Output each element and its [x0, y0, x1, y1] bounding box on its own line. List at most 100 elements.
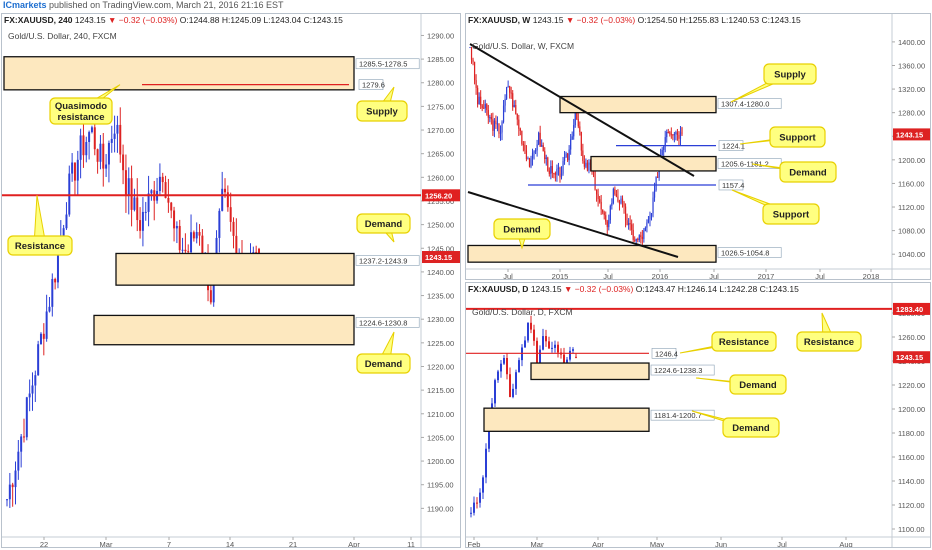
x-tick-label: 2017: [758, 272, 775, 280]
support-label-bg: [718, 179, 744, 191]
weekly-candle-body: [617, 196, 619, 202]
h4-candle-body: [99, 143, 102, 162]
demand-zone-weekly-lower-label-bg: [717, 247, 782, 258]
daily-candle-body: [515, 372, 517, 389]
h4-candle-body: [90, 127, 93, 133]
h4-candle-body: [136, 197, 139, 221]
open-value: O:1244.88: [179, 15, 220, 25]
h4-candle-body: [124, 170, 127, 195]
daily-candle-body: [557, 344, 559, 353]
weekly-candle-body: [475, 80, 477, 88]
demand-zone-lower-label: 1224.6-1230.8: [359, 318, 407, 327]
x-tick-label: 11: [407, 540, 415, 548]
h4-candle-body: [133, 197, 136, 210]
publisher-name[interactable]: ICmarkets: [3, 0, 47, 10]
h4-candle-body: [161, 176, 164, 183]
y-tick-label: 1180.00: [898, 429, 925, 438]
weekly-candle-body: [582, 150, 584, 162]
high-value: H:1246.14: [677, 284, 718, 294]
y-tick-label: 1200.00: [427, 457, 454, 466]
last-price-tag: 1243.15: [896, 353, 923, 362]
weekly-candle-body: [644, 227, 646, 231]
h4-candle-body: [88, 132, 91, 143]
weekly-candle-body: [499, 132, 502, 134]
daily-candle-body: [470, 512, 472, 514]
supply-zone-label-bg: [355, 58, 420, 70]
chart-svg-h4[interactable]: 1190.00 1195.00 1200.00 1205.00 1210.00 1215.…: [2, 14, 461, 548]
daily-candle-body: [473, 502, 475, 513]
close-value: C:1243.15: [759, 284, 799, 294]
x-tick-label: 2016: [652, 272, 669, 280]
daily-candle-body: [485, 448, 487, 478]
chart-panel-h4[interactable]: FX:XAUUSD, 240 1243.15 ▼ −0.32 (−0.03%) …: [1, 13, 461, 548]
last-price-tag-bg: [893, 351, 930, 364]
demand-zone-upper-label-bg: [355, 255, 420, 266]
daily-candle-body: [572, 349, 574, 351]
daily-candle-body: [533, 329, 535, 341]
chart-panel-weekly[interactable]: FX:XAUUSD, W 1243.15 ▼ −0.32 (−0.03%) O:…: [465, 13, 931, 280]
h4-candle-body: [141, 211, 144, 231]
h4-candle-body: [127, 178, 130, 195]
h4-candle-body: [68, 173, 71, 215]
weekly-candle-body: [556, 168, 558, 175]
h4-candle-body: [130, 178, 133, 210]
weekly-candle-body: [493, 120, 496, 131]
last-price-tag-bg: [893, 128, 930, 141]
weekly-candle-body: [504, 98, 506, 106]
weekly-candle-body: [571, 136, 573, 140]
weekly-candle-body: [559, 167, 561, 178]
h4-candle-body: [48, 306, 51, 312]
weekly-candle-body: [628, 223, 630, 225]
change-value: ▼ −0.32 (−0.03%): [565, 15, 636, 25]
x-tick-label: Mar: [531, 540, 544, 548]
h4-candle-body: [93, 127, 96, 150]
callout-quasimodo-text: Quasimodo: [55, 101, 107, 112]
supply-zone-weekly-label: 1307.4-1280.0: [721, 100, 769, 109]
h4-candle-body: [22, 436, 25, 438]
high-value: H:1245.09: [221, 15, 262, 25]
x-tick-label: Jul: [603, 272, 613, 280]
weekly-candle-body: [600, 201, 602, 210]
chart-svg-daily[interactable]: 1100.00 1120.00 1140.00 1160.00 1180.00 1200.…: [466, 283, 931, 548]
daily-candle-body: [503, 357, 505, 364]
x-tick-label: 22: [40, 540, 48, 548]
demand-zone-weekly-lower: [467, 244, 717, 263]
symbol-label: FX:XAUUSD, W: [468, 15, 531, 25]
daily-candle-body: [575, 356, 577, 358]
weekly-candle-body: [588, 162, 590, 171]
weekly-candle-body: [675, 132, 677, 135]
weekly-candle-body: [480, 96, 482, 106]
h4-candle-body: [54, 278, 57, 283]
weekly-candle-body: [557, 167, 560, 169]
h4-candle-body: [215, 237, 218, 265]
last-price-tag-bg: [422, 251, 460, 264]
h4-candle-body: [184, 249, 187, 252]
h4-candle-body: [51, 278, 54, 307]
weekly-candle-body: [538, 132, 540, 145]
h4-candle-body: [82, 135, 85, 156]
daily-candle-body: [539, 349, 541, 366]
resistance-price-tag-bg: [422, 189, 460, 202]
callout-demand-daily-lower-text: Demand: [732, 423, 770, 434]
weekly-candle-body: [602, 209, 604, 213]
y-tick-label: 1100.00: [898, 525, 925, 534]
y-tick-label: 1280.00: [427, 79, 454, 88]
weekly-candle-body: [524, 144, 526, 151]
h4-candle-body: [209, 290, 212, 303]
y-tick-label: 1230.00: [427, 315, 454, 324]
h4-candle-body: [79, 135, 82, 160]
y-tick-label: 1260.00: [898, 333, 925, 342]
weekly-candle-body: [547, 157, 549, 171]
supply-zone-label: 1285.5-1278.5: [359, 60, 407, 69]
daily-candle-body: [530, 322, 532, 330]
weekly-candle-body: [650, 213, 653, 217]
resistance-label-bg: [651, 348, 677, 359]
weekly-candle-body: [502, 105, 505, 122]
callout-demand-h4-upper-text: Demand: [365, 219, 403, 230]
chart-svg-weekly[interactable]: 1040.001080.001120.001160.001200.001240.…: [466, 14, 931, 280]
weekly-candle-body: [574, 112, 576, 126]
ohlc-bar-h4: FX:XAUUSD, 240 1243.15 ▼ −0.32 (−0.03%) …: [4, 15, 343, 25]
demand-zone-weekly-lower-label: 1026.5-1054.8: [721, 248, 769, 257]
chart-panel-daily[interactable]: FX:XAUUSD, D 1243.15 ▼ −0.32 (−0.03%) O:…: [465, 282, 931, 548]
supply-zone-weekly-label-bg: [717, 98, 782, 109]
